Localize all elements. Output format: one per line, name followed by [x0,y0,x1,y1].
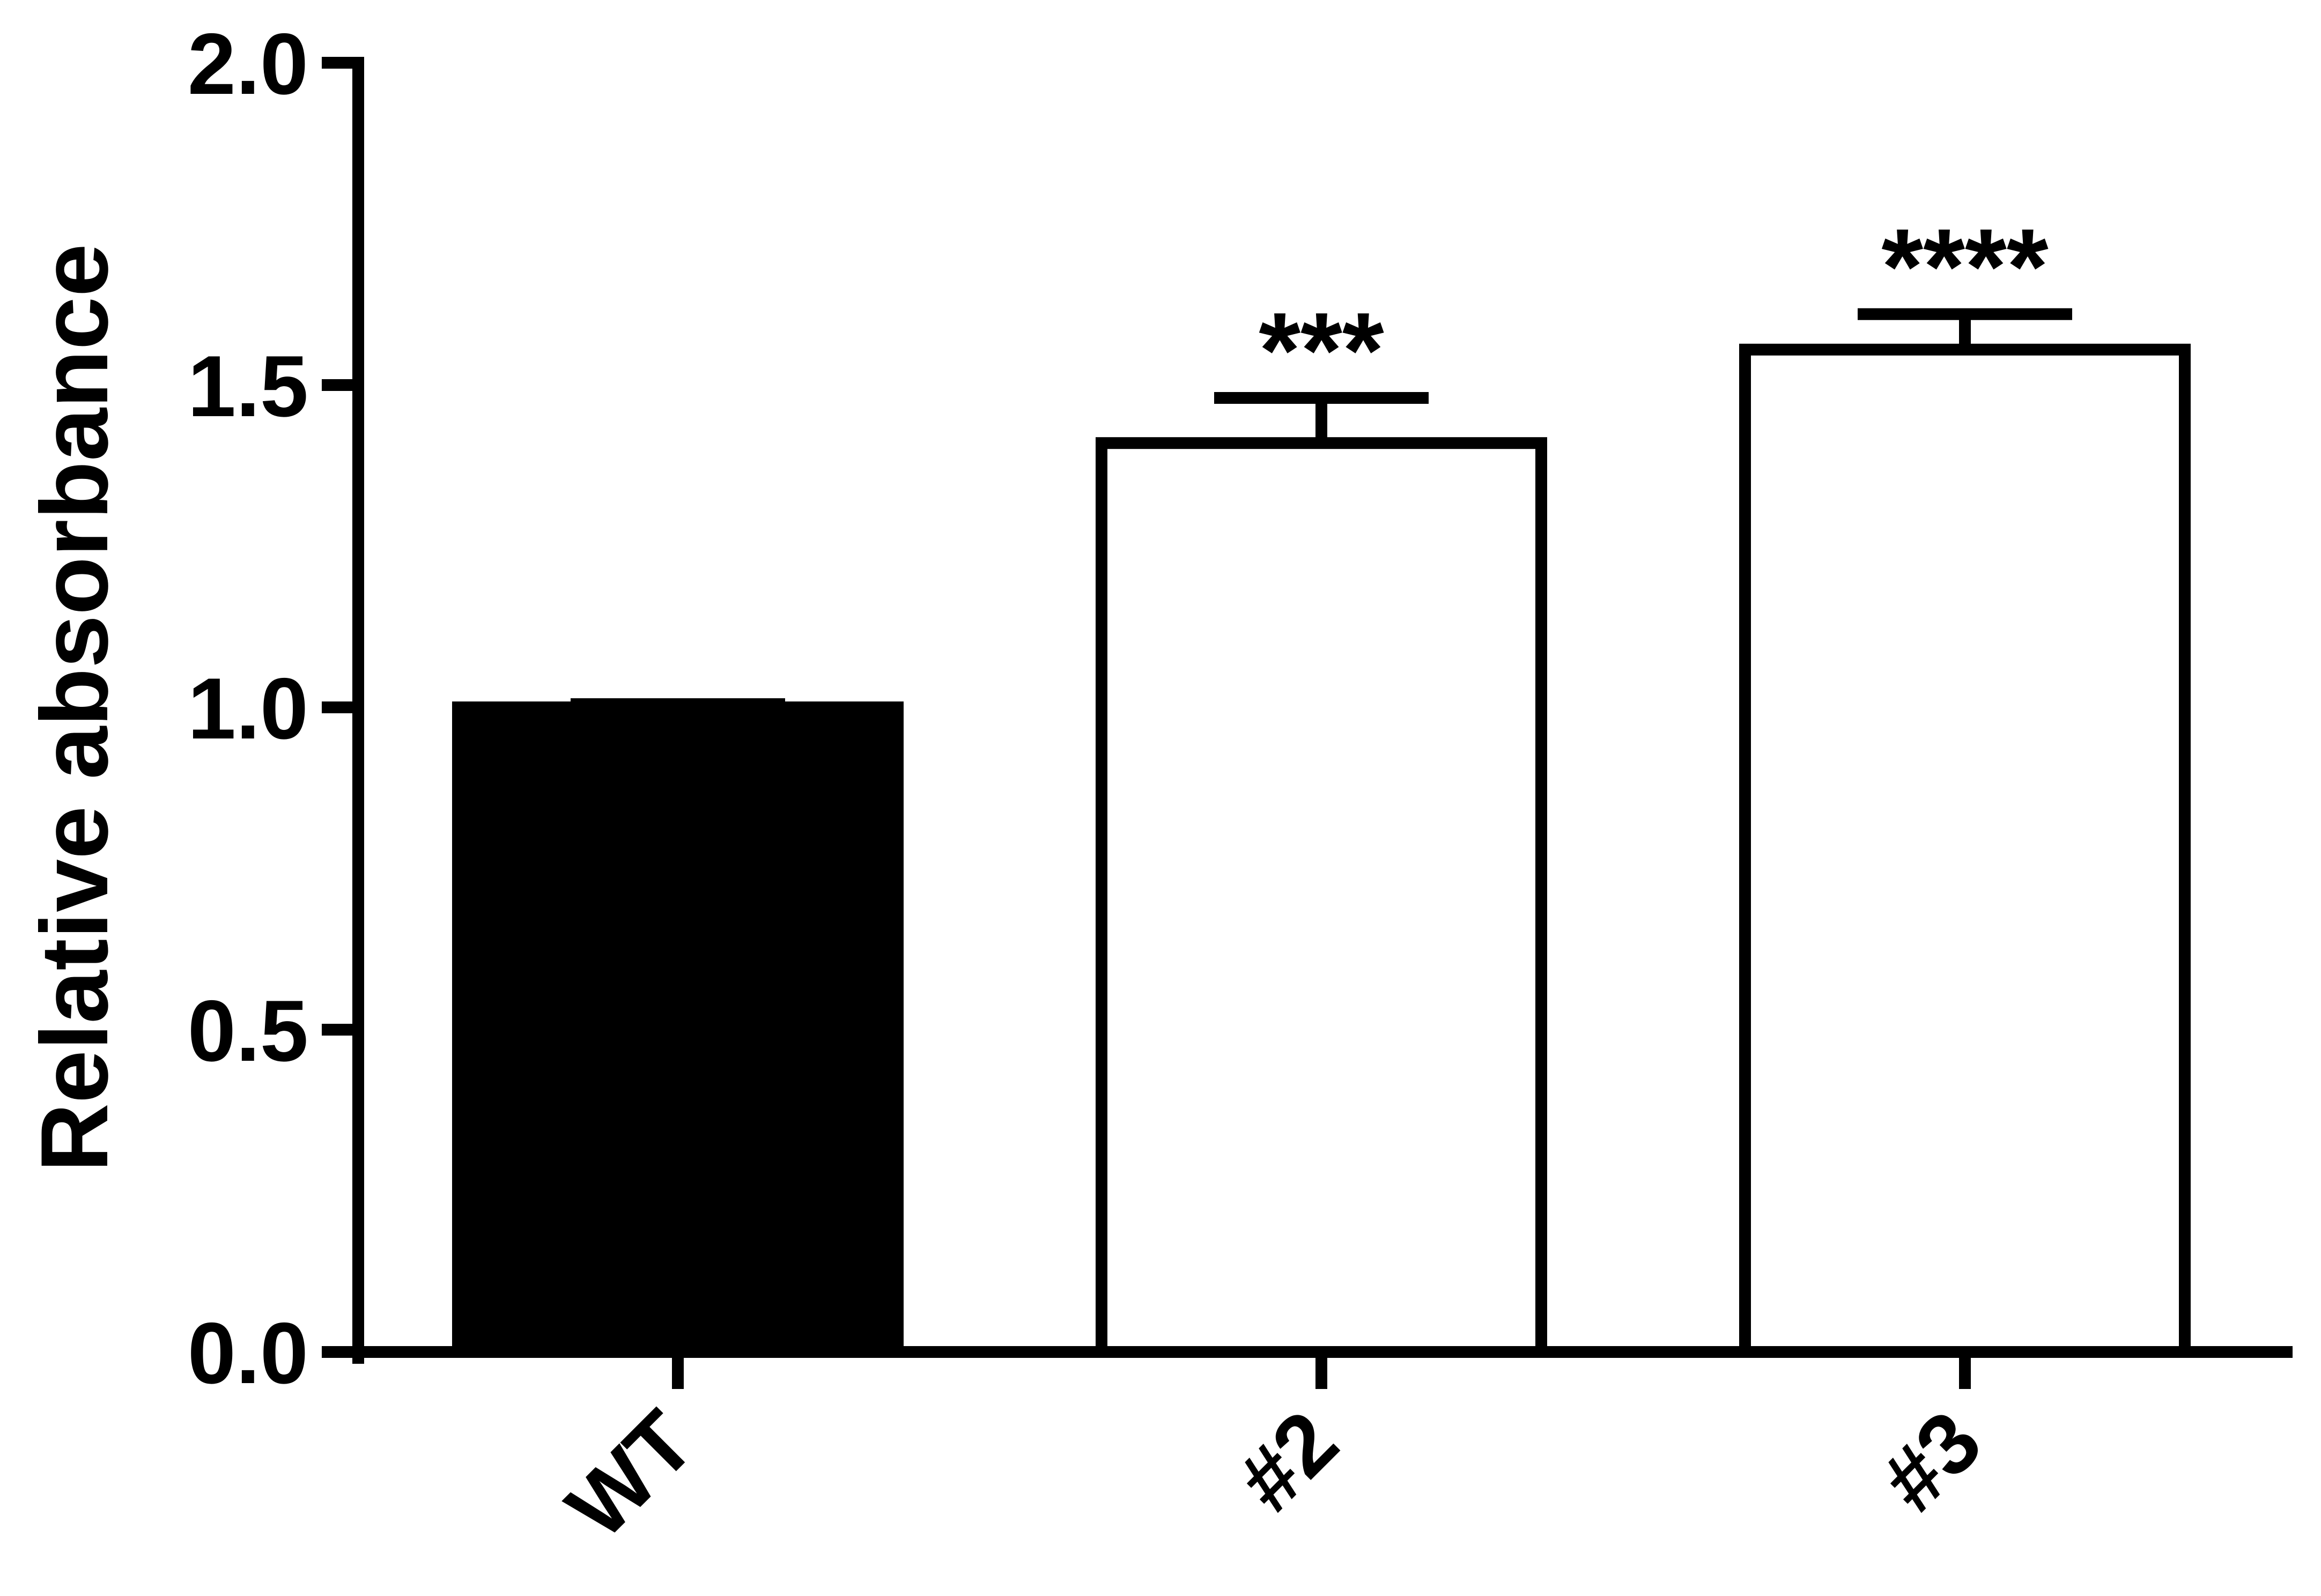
significance-label-2: *** [1259,291,1384,410]
y-tick-label-3: 1.0 [188,660,308,757]
y-ticks-group: 0.0 0.5 1.0 1.5 2.0 [188,16,358,1402]
x-ticks-group: WT #2 #3 [549,1352,2000,1557]
bar-2 [1096,437,1547,1358]
y-tick-label-1: 0.0 [188,1305,308,1402]
x-tick-label-1: WT [549,1393,713,1557]
bars-group [452,343,2191,1358]
bar-1 [452,701,904,1358]
bar-3 [1739,343,2191,1358]
x-tick-label-2: #2 [1219,1393,1356,1530]
x-tick-label-3: #3 [1862,1393,1999,1530]
y-tick-label-4: 1.5 [188,338,308,435]
significance-group: ******* [1259,207,2049,410]
y-tick-label-5: 2.0 [188,16,308,113]
error-bars-group [571,308,2072,710]
significance-label-3: **** [1881,207,2048,327]
y-tick-label-2: 0.5 [188,982,308,1080]
y-axis-label: Relative absorbance [21,243,128,1172]
